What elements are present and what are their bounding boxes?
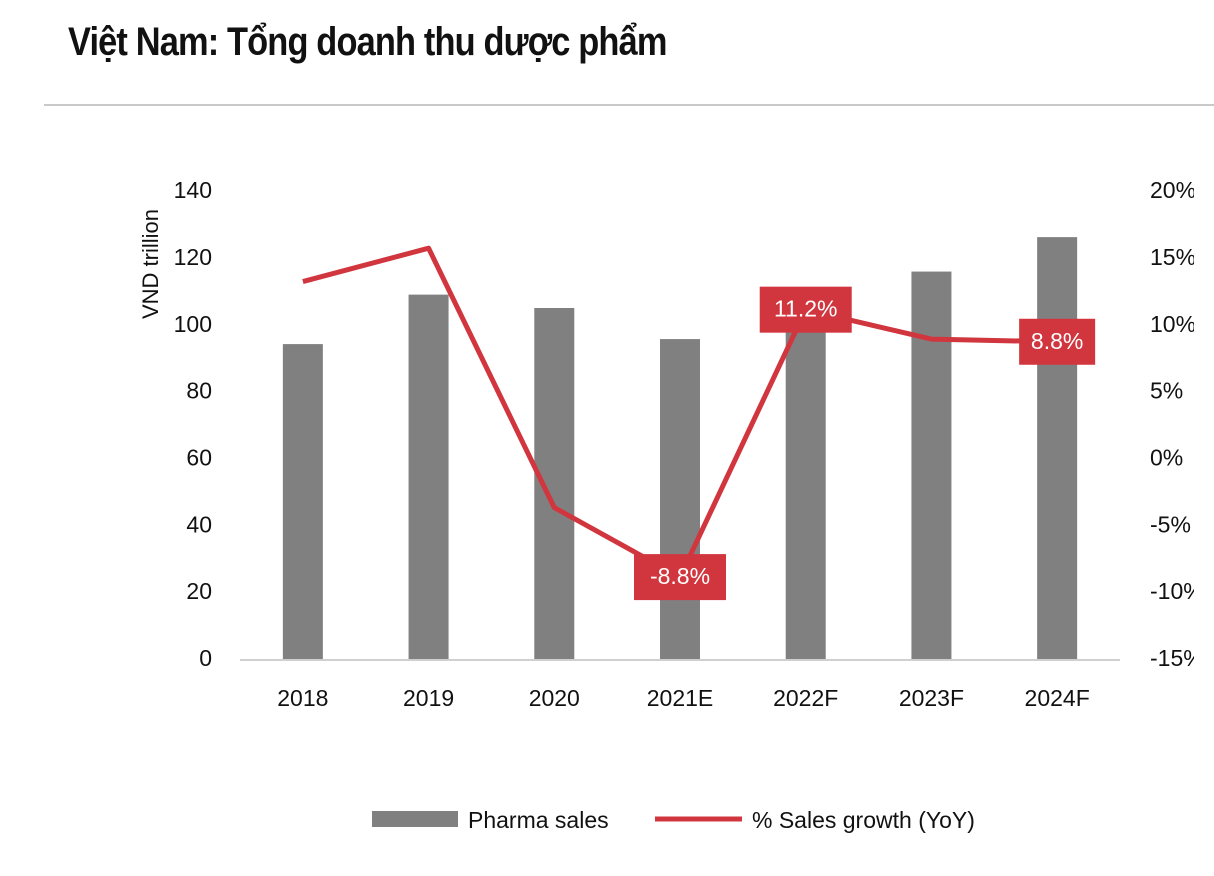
page-title: Việt Nam: Tổng doanh thu dược phẩm [68,20,667,64]
y-right-tick-label: 15% [1150,244,1196,270]
bar-pharma-sales [282,344,323,660]
y-left-tick-label: 0 [199,645,212,671]
y-axis-left-title: VND trillion [138,209,163,319]
legend-label-pharma-sales: Pharma sales [468,807,609,833]
x-tick-label: 2020 [529,685,580,711]
bar-pharma-sales [785,302,826,660]
svg-text:11.2%: 11.2% [774,296,838,322]
y-right-tick-label: -10% [1150,578,1204,604]
growth-data-label: 8.8% [1019,318,1096,365]
y-left-tick-label: 80 [186,378,212,404]
title-divider [44,104,1214,106]
y-right-tick-label: 20% [1150,177,1196,203]
y-left-tick-label: 40 [186,511,212,537]
y-right-tick-label: 0% [1150,445,1183,471]
y-right-tick-label: -5% [1150,511,1191,537]
x-tick-label: 2021E [647,685,714,711]
x-tick-label: 2022F [773,685,838,711]
legend-label-sales-growth: % Sales growth (YoY) [752,807,975,833]
bar-pharma-sales [660,339,700,660]
y-right-tick-label: 5% [1150,378,1183,404]
x-tick-label: 2018 [277,685,328,711]
bar-pharma-sales [1037,237,1078,660]
y-right-tick-label: -15% [1150,645,1204,671]
svg-text:-8.8%: -8.8% [650,563,710,589]
y-left-tick-label: 60 [186,445,212,471]
x-tick-label: 2023F [899,685,964,711]
bar-pharma-sales [408,294,449,660]
y-left-tick-label: 140 [174,177,212,203]
y-left-tick-label: 100 [174,311,212,337]
growth-data-label: -8.8% [634,554,726,601]
bar-pharma-sales [911,271,952,660]
y-right-tick-label: 10% [1150,311,1196,337]
legend-swatch-pharma-sales [372,811,458,827]
y-left-tick-label: 120 [174,244,212,270]
x-tick-label: 2024F [1025,685,1090,711]
x-tick-label: 2019 [403,685,454,711]
growth-data-label: 11.2% [759,286,852,333]
y-left-tick-label: 20 [186,578,212,604]
svg-text:8.8%: 8.8% [1031,328,1083,354]
